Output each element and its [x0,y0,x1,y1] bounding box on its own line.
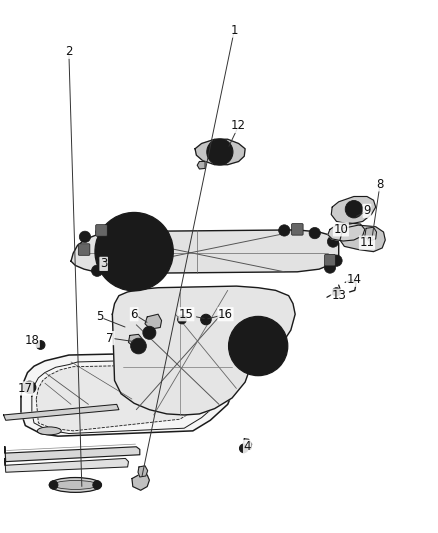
Polygon shape [138,466,148,477]
Circle shape [79,231,91,243]
Ellipse shape [53,480,98,489]
Text: 3: 3 [100,257,107,270]
Polygon shape [5,458,128,472]
Circle shape [331,255,342,266]
Text: 16: 16 [218,308,233,321]
Polygon shape [365,227,377,241]
Circle shape [131,338,146,354]
Text: 17: 17 [18,382,33,395]
Circle shape [213,146,226,158]
Circle shape [36,341,45,349]
Circle shape [332,288,341,296]
Text: 5: 5 [95,310,103,324]
Polygon shape [36,365,217,431]
Text: 6: 6 [131,308,138,321]
Polygon shape [4,405,119,420]
Circle shape [309,228,321,239]
Text: 18: 18 [25,334,39,347]
Text: 10: 10 [333,223,348,236]
FancyBboxPatch shape [292,224,303,235]
Circle shape [96,227,107,238]
Circle shape [324,262,336,273]
Text: 7: 7 [106,332,114,344]
FancyBboxPatch shape [96,225,107,236]
Text: 8: 8 [376,178,384,191]
Circle shape [92,265,103,277]
Polygon shape [244,439,252,449]
Circle shape [49,481,58,489]
Text: 15: 15 [179,308,194,321]
Text: 11: 11 [360,236,374,249]
Polygon shape [340,225,385,252]
Polygon shape [195,139,245,165]
Circle shape [24,381,36,393]
Text: 12: 12 [231,119,246,133]
Circle shape [178,315,186,324]
Ellipse shape [49,478,102,492]
Polygon shape [71,230,339,273]
Text: 4: 4 [244,440,251,453]
FancyBboxPatch shape [325,254,336,266]
Text: 2: 2 [65,45,73,58]
Circle shape [95,213,173,291]
Circle shape [201,314,211,325]
Text: 1: 1 [230,24,238,37]
Circle shape [122,225,133,237]
Circle shape [143,326,156,340]
Text: 9: 9 [363,204,371,217]
Polygon shape [5,447,140,462]
Polygon shape [328,223,365,241]
Polygon shape [113,286,295,415]
FancyBboxPatch shape [78,244,90,255]
Circle shape [113,230,156,273]
Text: 13: 13 [331,289,346,302]
Polygon shape [132,474,149,490]
Polygon shape [197,161,205,169]
Circle shape [345,200,363,218]
Text: 14: 14 [346,273,361,286]
Polygon shape [128,334,143,347]
Ellipse shape [37,427,61,435]
Circle shape [242,329,275,362]
Circle shape [207,139,233,165]
Polygon shape [331,197,376,224]
Circle shape [27,384,33,391]
Circle shape [93,481,102,489]
Circle shape [327,236,339,247]
Polygon shape [145,314,162,329]
Circle shape [240,444,248,453]
Circle shape [229,317,288,376]
Circle shape [279,225,290,236]
Circle shape [116,267,127,279]
Polygon shape [21,352,239,436]
